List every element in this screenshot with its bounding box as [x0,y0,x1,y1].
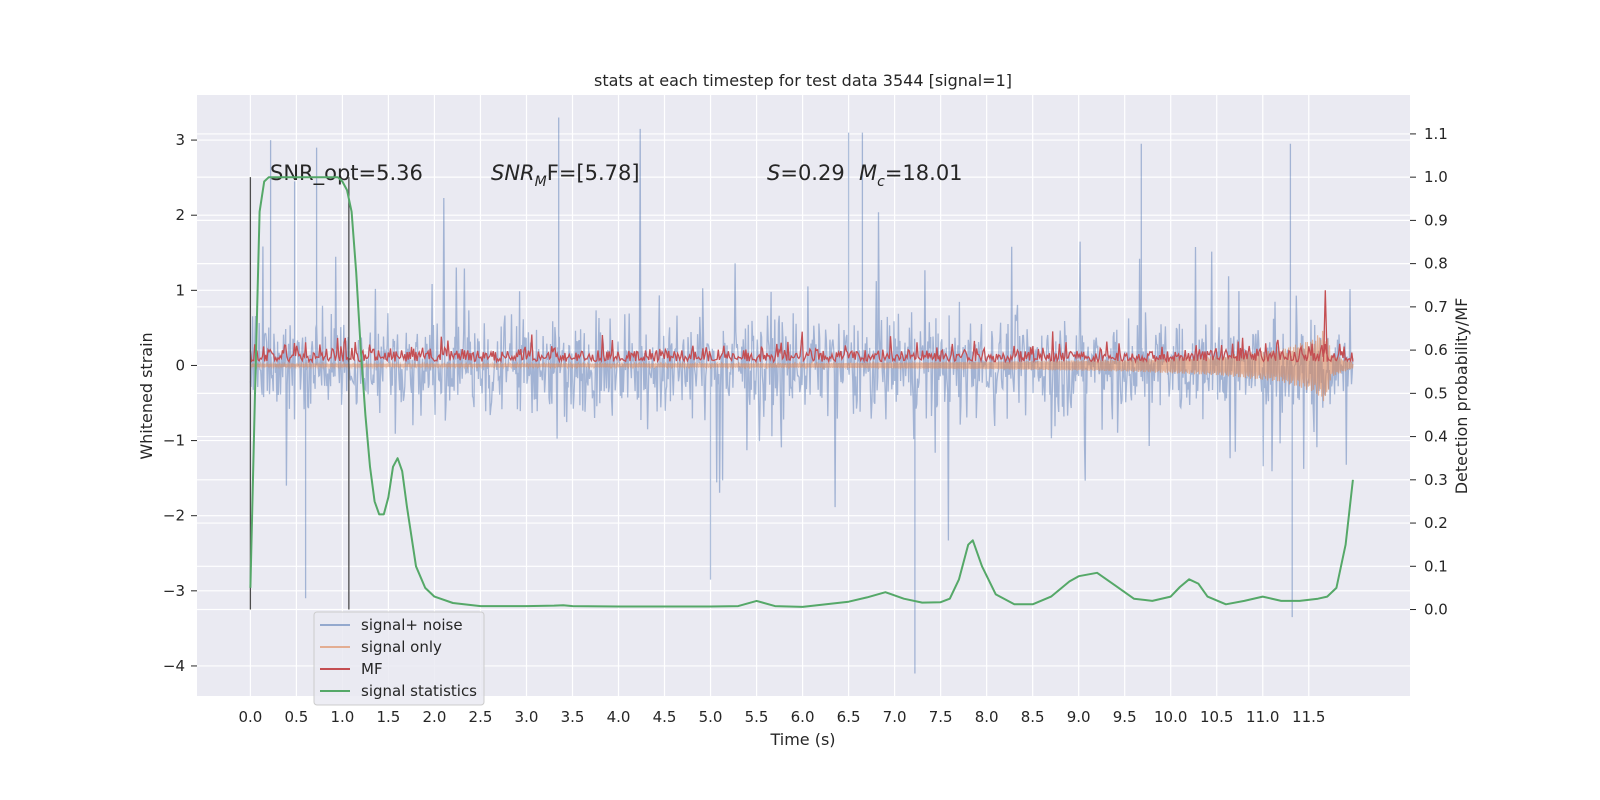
legend-box [313,611,485,706]
series-layer [249,117,1354,674]
y-axis-left-ticks: 3 2 1 0 −1 −2 −3 −4 [163,131,197,675]
x-tick-label: 8.0 [975,708,999,726]
x-tick-label: 0.0 [238,708,262,726]
y-right-tick-label: 0.2 [1424,514,1448,532]
chart-title: stats at each timestep for test data 354… [594,71,1012,90]
y-right-tick-label: 0.0 [1424,601,1448,619]
y-right-tick-label: 0.5 [1424,384,1448,402]
y-left-tick-label: 0 [175,356,185,374]
y-right-tick-label: 0.1 [1424,557,1448,575]
y-left-tick-label: 1 [175,281,185,299]
x-tick-label: 7.5 [929,708,953,726]
y-right-tick-label: 0.3 [1424,471,1448,489]
x-tick-label: 10.0 [1154,708,1187,726]
x-tick-label: 1.0 [330,708,354,726]
x-tick-label: 3.0 [515,708,539,726]
x-tick-label: 6.5 [837,708,861,726]
x-tick-label: 11.0 [1246,708,1279,726]
x-tick-label: 9.5 [1113,708,1137,726]
x-tick-label: 2.5 [469,708,493,726]
y-axis-right-ticks: 1.1 1.0 0.9 0.8 0.7 0.6 0.5 0.4 0.3 0.2 0.1 0.0 [1410,125,1448,619]
x-tick-label: 5.0 [699,708,723,726]
annotation-s: S=0.29 [767,161,845,185]
annotation-snr-mf: SNRMF=[5.78] [491,161,640,190]
series-signal-only [249,330,1354,402]
y-axis-left-title: Whitened strain [137,332,156,459]
x-tick-label: 6.0 [791,708,815,726]
x-tick-label: 10.5 [1200,708,1233,726]
annotation-mc-sub: c [877,174,885,190]
annotation-snr-mf-main: SNR [491,161,535,185]
series-signal-statistics [249,176,1354,608]
x-tick-label: 5.5 [745,708,769,726]
vertical-markers [249,177,350,610]
x-axis-title: Time (s) [769,730,835,749]
series-signal-noise [249,117,1354,674]
y-axis-right-title: Detection probability/MF [1452,298,1471,495]
y-right-tick-label: 0.4 [1424,428,1448,446]
x-tick-label: 4.5 [653,708,677,726]
y-left-tick-label: −3 [163,582,185,600]
y-left-tick-label: −4 [163,657,185,675]
x-tick-label: 4.0 [607,708,631,726]
y-right-tick-label: 0.7 [1424,298,1448,316]
annotation-mc: Mc=18.01 [859,161,963,190]
annotation-s-value: =0.29 [780,161,844,185]
x-axis-ticks: 0.0 0.5 1.0 1.5 2.0 2.5 3.0 3.5 4.0 4.5 5.0 5.5 6.0 6… [238,708,1325,726]
legend-label-mf: MF [361,660,383,678]
y-left-tick-label: −2 [163,507,185,525]
x-tick-label: 3.5 [561,708,585,726]
x-tick-label: 1.5 [376,708,400,726]
legend-label-signal-statistics: signal statistics [361,682,477,700]
legend: signal+ noise signal only MF signal stat… [313,611,485,706]
annotation-snr-mf-tail: F=[5.78] [547,161,640,185]
annotation-snr-opt: SNR_opt=5.36 [270,161,423,186]
y-right-tick-label: 1.1 [1424,125,1448,143]
x-tick-label: 9.0 [1067,708,1091,726]
series-mf [249,290,1354,365]
x-tick-label: 2.0 [423,708,447,726]
legend-label-signal-noise: signal+ noise [361,616,463,634]
x-tick-label: 7.0 [883,708,907,726]
grid [197,95,1410,696]
x-tick-label: 8.5 [1021,708,1045,726]
legend-label-signal-only: signal only [361,638,442,656]
annotation-s-label: S [767,161,780,185]
y-left-tick-label: 3 [175,131,185,149]
y-right-tick-label: 0.8 [1424,255,1448,273]
y-left-tick-label: 2 [175,206,185,224]
y-right-tick-label: 1.0 [1424,168,1448,186]
annotation-mc-label: M [859,161,877,185]
x-tick-label: 11.5 [1292,708,1325,726]
x-tick-label: 0.5 [284,708,308,726]
y-left-tick-label: −1 [163,432,185,450]
annotation-snr-mf-sub: M [535,174,547,190]
y-right-tick-label: 0.9 [1424,211,1448,229]
annotation-mc-value: =18.01 [885,161,963,185]
y-right-tick-label: 0.6 [1424,341,1448,359]
